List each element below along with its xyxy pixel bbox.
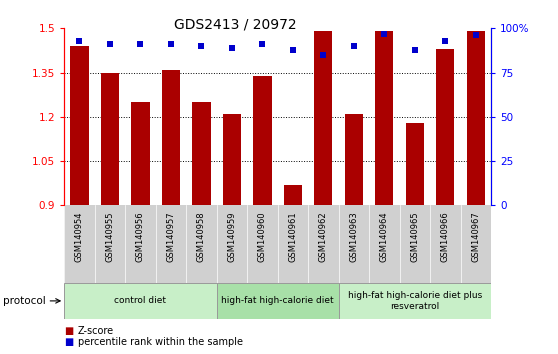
Bar [64, 283, 217, 319]
Bar [223, 114, 241, 205]
Bar [339, 283, 491, 319]
Text: ■: ■ [64, 337, 74, 347]
Text: GSM140958: GSM140958 [197, 212, 206, 262]
Bar [192, 102, 210, 205]
Point [75, 38, 84, 44]
Bar [436, 49, 454, 205]
Text: GSM140965: GSM140965 [410, 212, 419, 262]
Point [105, 41, 114, 47]
Text: GDS2413 / 20972: GDS2413 / 20972 [174, 18, 296, 32]
Text: GSM140964: GSM140964 [380, 212, 389, 262]
Text: GSM140954: GSM140954 [75, 212, 84, 262]
Text: high-fat high-calorie diet plus
resveratrol: high-fat high-calorie diet plus resverat… [348, 291, 482, 310]
Point [319, 52, 328, 58]
Point [166, 41, 175, 47]
Point [441, 38, 450, 44]
Bar [375, 31, 393, 205]
Text: GSM140966: GSM140966 [441, 212, 450, 262]
Point [380, 31, 389, 36]
Text: control diet: control diet [114, 296, 166, 306]
Text: protocol: protocol [3, 296, 46, 306]
Bar [162, 70, 180, 205]
Bar [406, 123, 424, 205]
Text: GSM140957: GSM140957 [166, 212, 175, 262]
Text: Z-score: Z-score [78, 326, 114, 336]
Text: GSM140963: GSM140963 [349, 212, 358, 262]
Point [258, 41, 267, 47]
Bar [283, 185, 302, 205]
Bar [314, 31, 333, 205]
Text: ■: ■ [64, 326, 74, 336]
Text: GSM140967: GSM140967 [472, 212, 480, 262]
Bar [253, 75, 272, 205]
Text: GSM140959: GSM140959 [227, 212, 237, 262]
Point [410, 47, 419, 52]
Text: high-fat high-calorie diet: high-fat high-calorie diet [222, 296, 334, 306]
Text: GSM140960: GSM140960 [258, 212, 267, 262]
Bar [217, 283, 339, 319]
Point [472, 33, 480, 38]
Bar [70, 46, 89, 205]
Bar [345, 114, 363, 205]
Point [197, 43, 206, 49]
Text: GSM140962: GSM140962 [319, 212, 328, 262]
Text: GSM140955: GSM140955 [105, 212, 114, 262]
Point [349, 43, 358, 49]
Text: percentile rank within the sample: percentile rank within the sample [78, 337, 243, 347]
Point [288, 47, 297, 52]
Text: GSM140956: GSM140956 [136, 212, 145, 262]
Point [136, 41, 145, 47]
Text: GSM140961: GSM140961 [288, 212, 297, 262]
Bar [101, 73, 119, 205]
Bar [466, 31, 485, 205]
Bar [131, 102, 150, 205]
Point [228, 45, 237, 51]
